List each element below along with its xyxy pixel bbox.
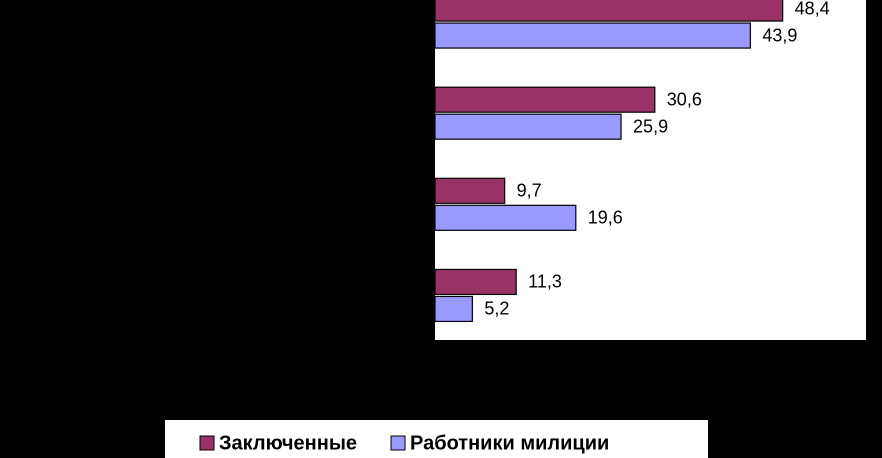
- legend-marker: [199, 435, 215, 451]
- bar: [434, 0, 784, 22]
- bar: [434, 204, 577, 231]
- value-label: 43,9: [762, 25, 797, 45]
- legend-label: Заключенные: [219, 432, 357, 454]
- bar: [434, 22, 751, 49]
- bar: [434, 295, 473, 323]
- value-label: 30,6: [667, 89, 702, 109]
- value-label: 5,2: [484, 299, 509, 319]
- value-label: 9,7: [517, 181, 542, 201]
- value-label: 25,9: [633, 116, 668, 136]
- legend-box: [165, 420, 708, 458]
- legend-label: Работники милиции: [410, 432, 609, 454]
- legend-marker: [390, 435, 406, 451]
- bar: [434, 113, 622, 140]
- bar: [434, 177, 506, 204]
- value-label: 48,4: [795, 0, 830, 18]
- bar: [434, 268, 517, 296]
- bar: [434, 86, 656, 113]
- value-label: 11,3: [528, 272, 562, 292]
- value-label: 19,6: [588, 208, 623, 228]
